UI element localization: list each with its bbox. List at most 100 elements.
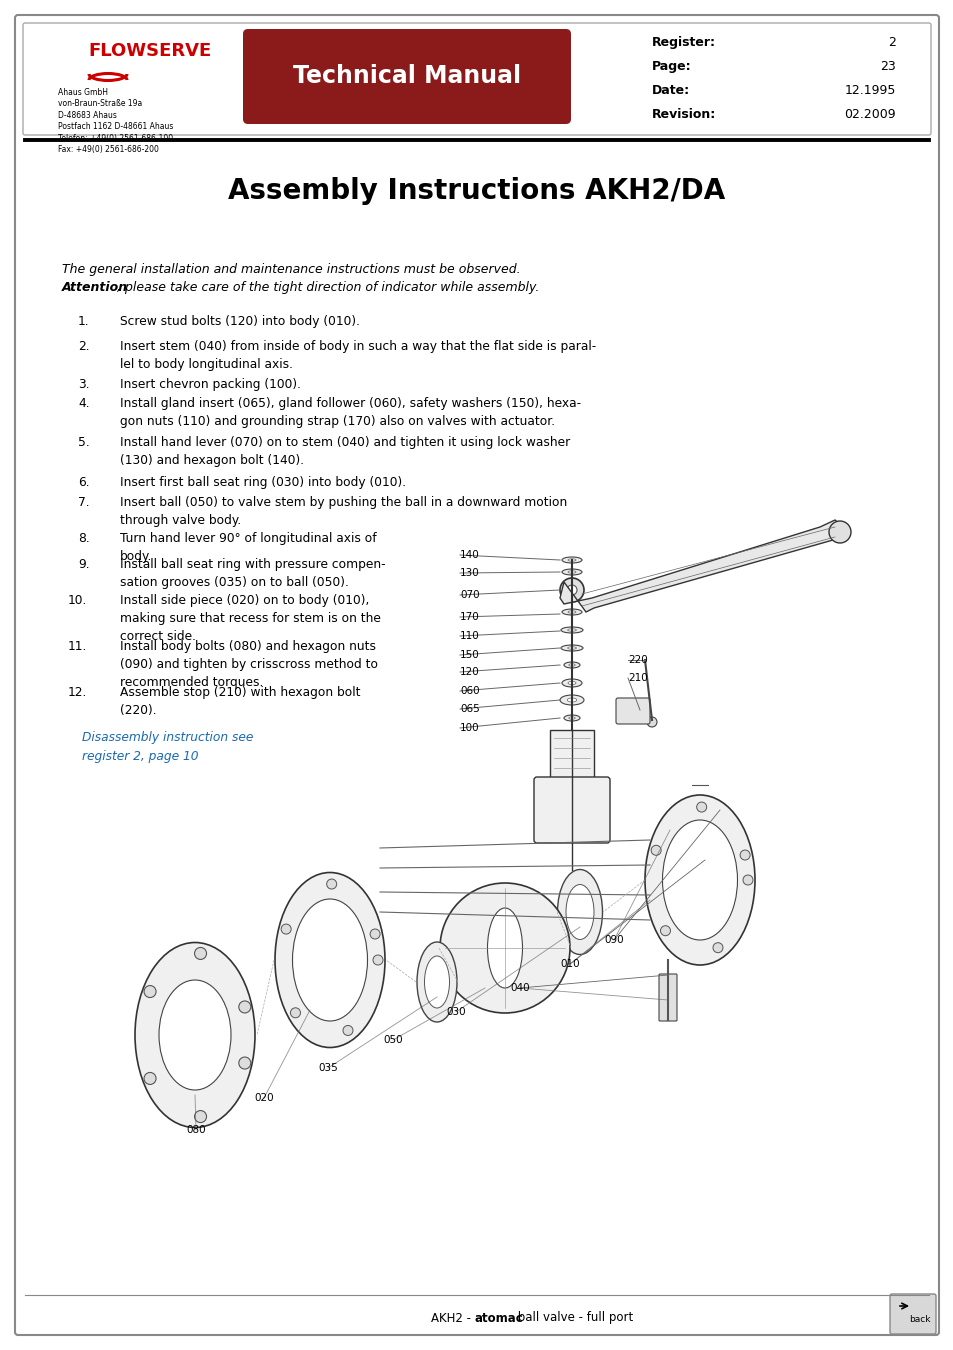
- Text: 060: 060: [459, 686, 479, 697]
- FancyBboxPatch shape: [616, 698, 649, 724]
- Ellipse shape: [561, 679, 581, 687]
- Ellipse shape: [567, 610, 576, 613]
- Text: 010: 010: [559, 958, 579, 969]
- Text: 7.: 7.: [78, 495, 90, 509]
- Circle shape: [290, 1008, 300, 1018]
- Text: Assembly Instructions AKH2/DA: Assembly Instructions AKH2/DA: [228, 177, 725, 205]
- Text: Turn hand lever 90° of longitudinal axis of
body.: Turn hand lever 90° of longitudinal axis…: [120, 532, 376, 563]
- Circle shape: [281, 925, 291, 934]
- Text: 170: 170: [459, 612, 479, 622]
- Circle shape: [144, 986, 156, 998]
- Circle shape: [712, 942, 722, 953]
- Text: 035: 035: [317, 1062, 337, 1073]
- FancyBboxPatch shape: [534, 778, 609, 842]
- Text: Disassembly instruction see: Disassembly instruction see: [82, 730, 253, 744]
- Ellipse shape: [559, 695, 583, 705]
- Text: ball valve - full port: ball valve - full port: [514, 1311, 633, 1324]
- Ellipse shape: [135, 942, 254, 1127]
- Ellipse shape: [159, 980, 231, 1089]
- Ellipse shape: [557, 869, 602, 954]
- Ellipse shape: [562, 586, 580, 594]
- Ellipse shape: [565, 884, 594, 940]
- Text: 6.: 6.: [78, 477, 90, 489]
- Text: Insert stem (040) from inside of body in such a way that the flat side is paral-: Insert stem (040) from inside of body in…: [120, 340, 596, 371]
- Ellipse shape: [644, 795, 754, 965]
- Circle shape: [740, 850, 749, 860]
- Text: register 2, page 10: register 2, page 10: [82, 751, 198, 763]
- Text: FLOWSERVE: FLOWSERVE: [88, 42, 211, 59]
- Text: 3.: 3.: [78, 378, 90, 392]
- Circle shape: [373, 954, 382, 965]
- Text: Attention: Attention: [62, 281, 128, 294]
- Ellipse shape: [424, 956, 449, 1008]
- Ellipse shape: [568, 717, 575, 720]
- Circle shape: [326, 879, 336, 890]
- Circle shape: [659, 926, 670, 936]
- Ellipse shape: [563, 662, 579, 668]
- FancyBboxPatch shape: [243, 28, 571, 124]
- Text: 11.: 11.: [68, 640, 88, 653]
- Ellipse shape: [563, 716, 579, 721]
- Text: Technical Manual: Technical Manual: [293, 63, 520, 88]
- Ellipse shape: [416, 942, 456, 1022]
- Ellipse shape: [568, 664, 575, 666]
- Text: 070: 070: [459, 590, 479, 599]
- Ellipse shape: [567, 698, 577, 702]
- Text: 2: 2: [887, 36, 895, 49]
- Circle shape: [439, 883, 569, 1012]
- Text: Install side piece (020) on to body (010),
making sure that recess for stem is o: Install side piece (020) on to body (010…: [120, 594, 380, 644]
- Text: 140: 140: [459, 549, 479, 560]
- Ellipse shape: [567, 629, 576, 632]
- Text: Insert first ball seat ring (030) into body (010).: Insert first ball seat ring (030) into b…: [120, 477, 406, 489]
- Circle shape: [238, 1057, 251, 1069]
- Text: 12.: 12.: [68, 686, 88, 699]
- Ellipse shape: [567, 571, 576, 574]
- Ellipse shape: [568, 589, 575, 591]
- Circle shape: [742, 875, 752, 886]
- Text: Screw stud bolts (120) into body (010).: Screw stud bolts (120) into body (010).: [120, 315, 359, 328]
- FancyBboxPatch shape: [889, 1295, 935, 1334]
- Ellipse shape: [567, 682, 576, 684]
- Text: 10.: 10.: [68, 594, 88, 608]
- Ellipse shape: [561, 568, 581, 575]
- Text: 23: 23: [880, 59, 895, 73]
- Circle shape: [370, 929, 379, 940]
- Ellipse shape: [561, 558, 581, 563]
- Ellipse shape: [487, 909, 522, 988]
- Circle shape: [144, 1072, 156, 1084]
- Circle shape: [566, 585, 577, 595]
- Text: 065: 065: [459, 703, 479, 714]
- Polygon shape: [559, 520, 844, 612]
- Text: 4.: 4.: [78, 397, 90, 410]
- Text: 8.: 8.: [78, 532, 90, 545]
- Ellipse shape: [274, 872, 385, 1048]
- Text: atomac: atomac: [475, 1311, 523, 1324]
- Text: 2.: 2.: [78, 340, 90, 352]
- Ellipse shape: [567, 559, 576, 562]
- Text: Insert ball (050) to valve stem by pushing the ball in a downward motion
through: Insert ball (050) to valve stem by pushi…: [120, 495, 567, 528]
- Text: 1.: 1.: [78, 315, 90, 328]
- Ellipse shape: [567, 647, 576, 649]
- Text: 120: 120: [459, 667, 479, 676]
- Text: 150: 150: [459, 649, 479, 660]
- Text: Install body bolts (080) and hexagon nuts
(090) and tighten by crisscross method: Install body bolts (080) and hexagon nut…: [120, 640, 377, 690]
- FancyBboxPatch shape: [659, 973, 677, 1021]
- Text: 100: 100: [459, 724, 479, 733]
- Ellipse shape: [560, 645, 582, 651]
- Circle shape: [194, 948, 206, 960]
- Text: Date:: Date:: [651, 84, 689, 97]
- Circle shape: [646, 717, 657, 728]
- Ellipse shape: [561, 609, 581, 616]
- Text: Install gland insert (065), gland follower (060), safety washers (150), hexa-
go: Install gland insert (065), gland follow…: [120, 397, 580, 428]
- FancyBboxPatch shape: [15, 15, 938, 1335]
- Ellipse shape: [560, 626, 582, 633]
- Text: 020: 020: [253, 1094, 274, 1103]
- Circle shape: [343, 1026, 353, 1035]
- Text: back: back: [908, 1315, 930, 1324]
- Circle shape: [828, 521, 850, 543]
- Circle shape: [696, 802, 706, 813]
- Text: 210: 210: [627, 674, 647, 683]
- FancyBboxPatch shape: [550, 730, 594, 780]
- Text: 080: 080: [186, 1125, 206, 1135]
- Circle shape: [194, 1111, 206, 1123]
